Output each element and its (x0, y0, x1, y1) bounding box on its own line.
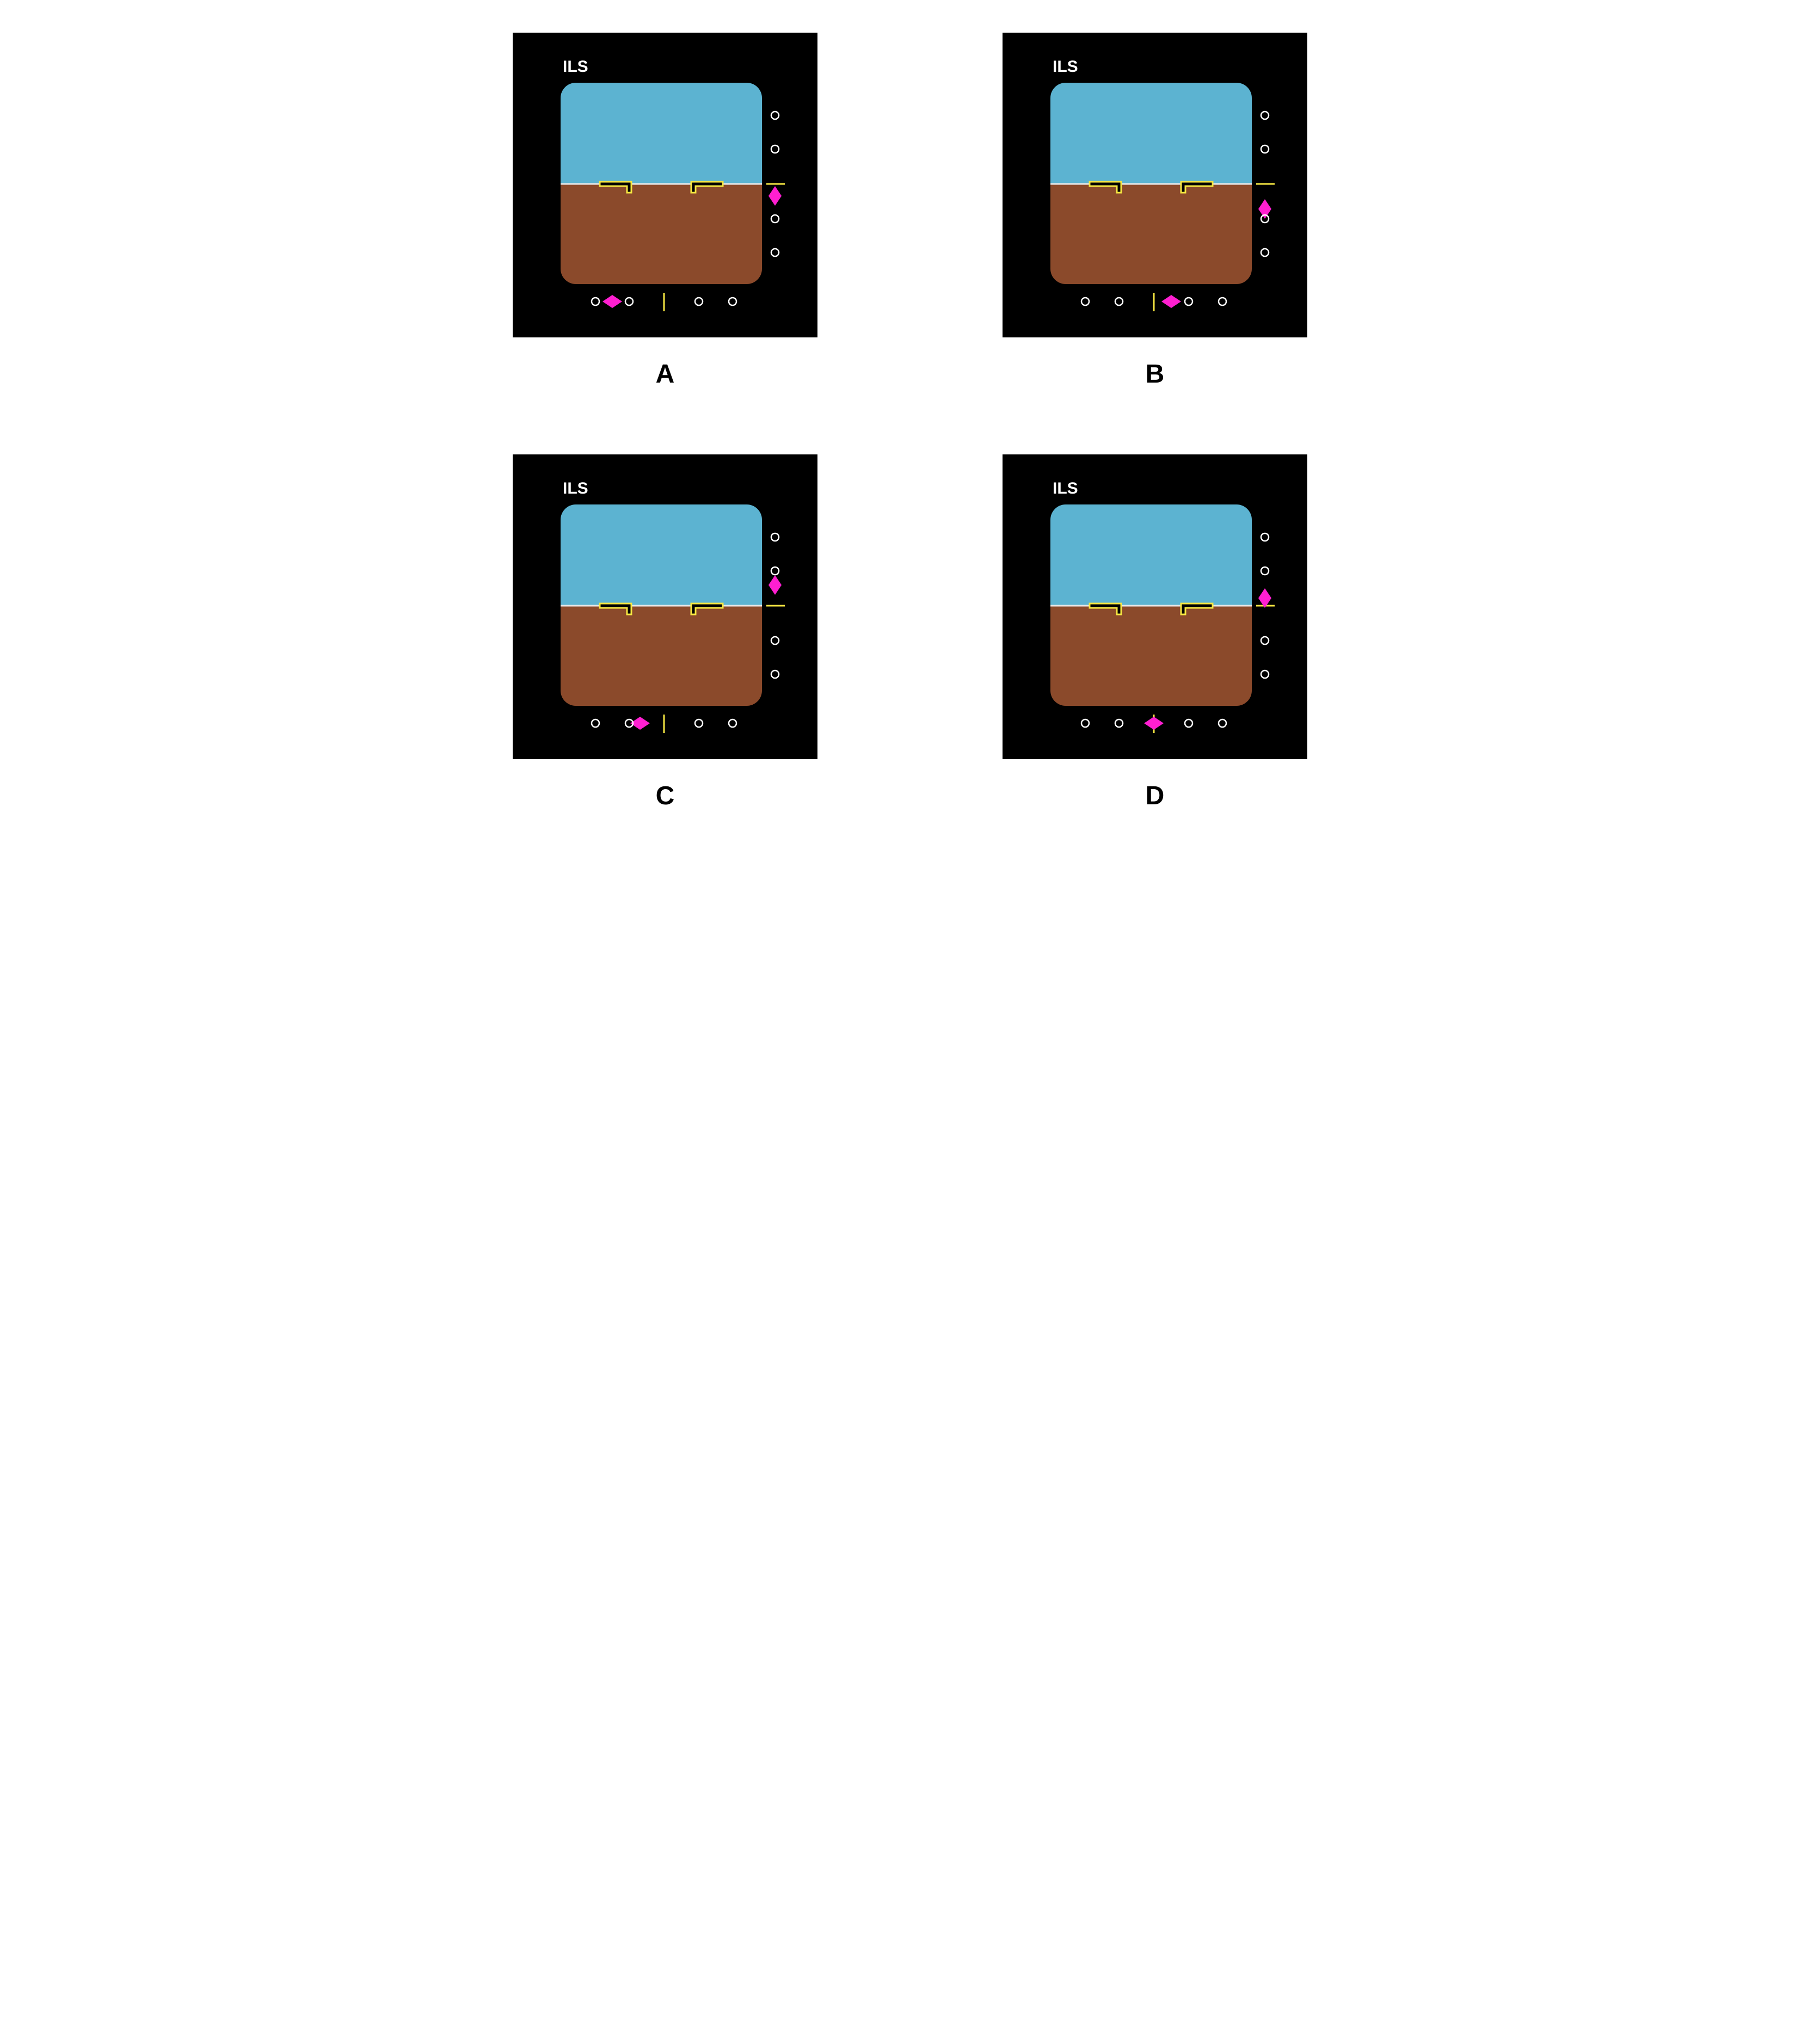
panels-grid: ILS A ILS B ILS C ILS D (475, 33, 1345, 811)
panel-C: ILS C (475, 454, 856, 811)
ground (561, 184, 762, 284)
attitude-display (561, 83, 762, 284)
instrument-wrap: ILS (1003, 33, 1307, 337)
panel-letter: D (1146, 781, 1165, 811)
ils-instrument: ILS (1003, 33, 1307, 337)
panel-D: ILS D (964, 454, 1345, 811)
ground (1050, 606, 1252, 706)
attitude-display (561, 504, 762, 706)
ils-label: ILS (1053, 479, 1078, 497)
panel-letter: B (1146, 359, 1165, 389)
instrument-wrap: ILS (1003, 454, 1307, 759)
instrument-wrap: ILS (513, 33, 817, 337)
ground (1050, 184, 1252, 284)
sky (561, 83, 762, 184)
sky (1050, 504, 1252, 606)
sky (561, 504, 762, 606)
panel-letter: A (656, 359, 675, 389)
panel-letter: C (656, 781, 675, 811)
ils-label: ILS (563, 58, 588, 76)
sky (1050, 83, 1252, 184)
instrument-wrap: ILS (513, 454, 817, 759)
attitude-display (1050, 504, 1252, 706)
panel-A: ILS A (475, 33, 856, 389)
ils-instrument: ILS (513, 33, 817, 337)
attitude-display (1050, 83, 1252, 284)
ils-label: ILS (563, 479, 588, 497)
ils-instrument: ILS (1003, 454, 1307, 759)
ils-label: ILS (1053, 58, 1078, 76)
ils-instrument: ILS (513, 454, 817, 759)
ground (561, 606, 762, 706)
panel-B: ILS B (964, 33, 1345, 389)
